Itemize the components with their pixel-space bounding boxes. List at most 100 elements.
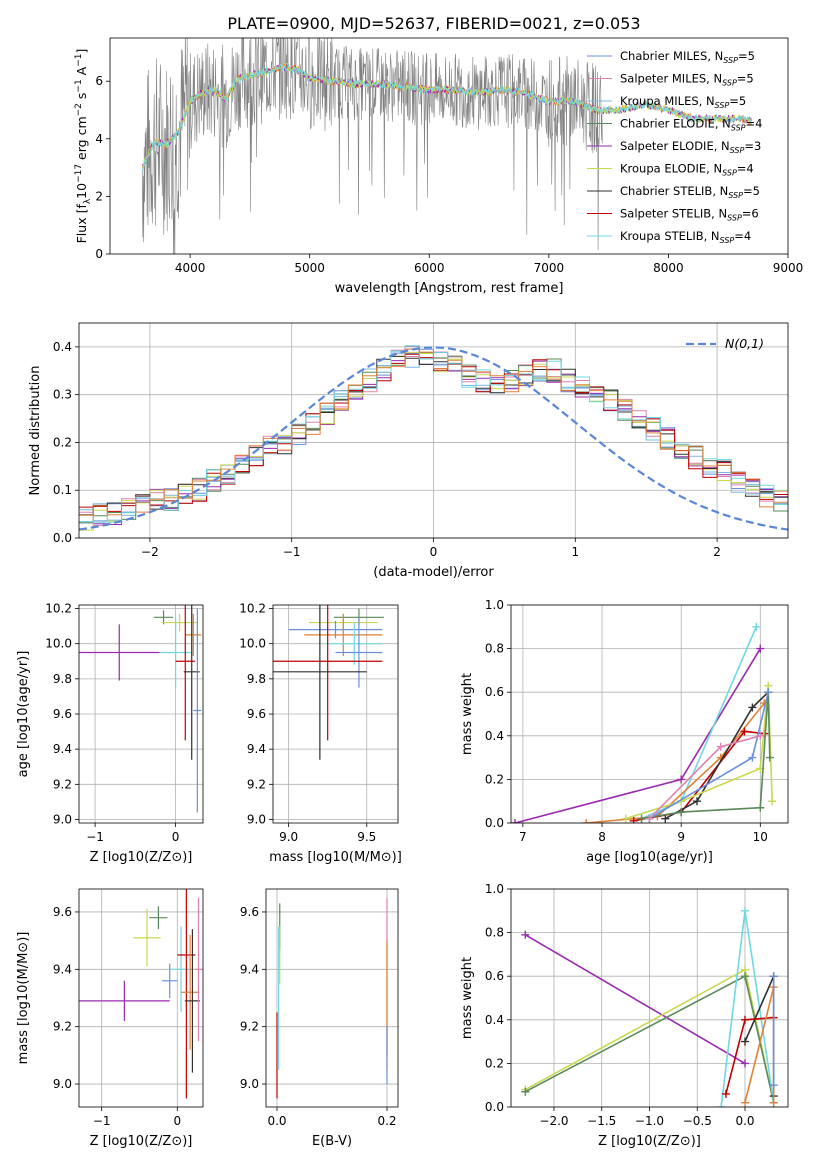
data-point — [288, 620, 383, 639]
y-tick-label: 0.0 — [485, 816, 504, 830]
legend-subscript: SSP — [715, 101, 730, 110]
y-tick-label: 4 — [95, 132, 103, 146]
plot-area — [521, 906, 778, 1107]
legend-label: Salpeter STELIB, NSSP=6 — [620, 207, 759, 223]
y-tick-label: 0.2 — [53, 435, 72, 449]
x-tick-label: 10 — [753, 830, 768, 844]
legend-label: Chabrier ELODIE, NSSP=4 — [620, 117, 762, 133]
axes-frame — [272, 604, 399, 824]
x-tick-label: −2 — [141, 545, 159, 559]
y-tick-label: 0.2 — [485, 772, 504, 786]
y-tick-label: 2 — [95, 189, 103, 203]
mass-weight-marker — [677, 808, 686, 817]
y-tick-label: 6 — [95, 74, 103, 88]
legend-subscript: SSP — [727, 214, 742, 223]
data-point — [169, 926, 193, 1013]
x-tick-label: 6000 — [414, 261, 445, 275]
x-tick-label: 0 — [173, 1114, 181, 1128]
mass-weight-marker — [764, 688, 773, 697]
legend-value: =4 — [734, 229, 751, 243]
y-tick-label: 9.6 — [247, 707, 266, 721]
y-tick-label: 9.8 — [247, 672, 266, 686]
normal-reference-curve — [79, 346, 788, 531]
mass-weight-marker — [661, 814, 670, 823]
y-label-part: −17 — [74, 164, 84, 183]
mass-weight-marker — [741, 1037, 750, 1046]
x-tick-label: 2 — [713, 545, 721, 559]
mass-weight-marker — [621, 814, 630, 823]
legend-text: Salpeter MILES, N — [620, 72, 722, 86]
plot-area — [273, 605, 384, 760]
y-tick-label: 0.0 — [53, 531, 72, 545]
panel-massweight-vs-age: 7 8 9 10 0.0 0.2 0.4 0.6 0.8 1.0 age [log10(age/yr… — [460, 598, 789, 865]
y-tick-label: 9.4 — [240, 962, 259, 976]
y-tick-label: 9.4 — [53, 742, 72, 756]
observed-spectrum-line — [142, 38, 603, 254]
mass-weight-marker — [677, 775, 686, 784]
axes-frame — [78, 604, 204, 824]
data-point — [326, 622, 383, 665]
panel-age-vs-Z: −1 0 9.0 9.2 9.4 9.6 9.8 10.0 10.2 Z [log10(Z/Z⊙)… — [16, 602, 204, 865]
y-axis-label: Flux [fλ10−17 erg cm−2 s−1 A−1] — [74, 49, 93, 244]
y-tick-label: 9.2 — [247, 777, 266, 791]
figure-title: PLATE=0900, MJD=52637, FIBERID=0021, z=0… — [227, 14, 640, 33]
y-tick-label: 0.4 — [485, 1013, 504, 1027]
x-tick-label: 0 — [430, 545, 438, 559]
mass-weight-marker — [637, 814, 646, 823]
y-tick-label: 9.8 — [53, 672, 72, 686]
panel-mass-vs-EBV: 0.0 0.2 9.0 9.2 9.4 9.6 E(B-V) — [240, 888, 399, 1149]
x-tick-label: 0.0 — [267, 1114, 286, 1128]
x-tick-label: 1 — [571, 545, 579, 559]
legend-label: N(0,1) — [725, 336, 764, 351]
panel-spectrum: 4000 5000 6000 7000 8000 9000 0 2 4 6 wavelength [… — [74, 37, 804, 296]
x-tick-label: −0.5 — [683, 1114, 712, 1128]
legend-text: Salpeter STELIB, N — [620, 207, 727, 221]
y-label-part: Flux [f — [74, 204, 89, 244]
y-tick-label: 9.6 — [53, 905, 72, 919]
x-tick-label: 9000 — [773, 261, 804, 275]
mass-weight-marker — [756, 644, 765, 653]
x-tick-label: 9 — [677, 830, 685, 844]
data-point — [335, 617, 383, 688]
legend-subscript: SSP — [722, 169, 737, 178]
mass-weight-series — [524, 934, 746, 1065]
mass-weight-marker — [629, 816, 638, 823]
x-tick-label: 9.0 — [279, 830, 298, 844]
y-tick-label: 9.0 — [240, 1077, 259, 1091]
panel-age-vs-mass: 9.0 9.5 9.0 9.2 9.4 9.6 9.8 10.0 10.2 mass [log10… — [239, 602, 402, 865]
x-axis-label: (data-model)/error — [373, 565, 494, 580]
y-tick-label: 0.6 — [485, 969, 504, 983]
legend-subscript: SSP — [728, 191, 743, 200]
y-tick-label: 0.2 — [485, 1056, 504, 1070]
x-tick-label: −1.5 — [587, 1114, 616, 1128]
legend-label: Kroupa STELIB, NSSP=4 — [620, 229, 751, 245]
legend-value: =4 — [737, 162, 754, 176]
data-point — [181, 934, 200, 1050]
y-tick-label: 0.4 — [485, 729, 504, 743]
legend-text: Chabrier STELIB, N — [620, 184, 728, 198]
y-tick-label: 9.2 — [53, 1020, 72, 1034]
legend-text: Kroupa STELIB, N — [620, 229, 720, 243]
plot-area — [79, 889, 203, 1099]
x-tick-label: 0.0 — [735, 1114, 754, 1128]
legend-subscript: SSP — [723, 56, 738, 65]
plot-area — [141, 38, 753, 254]
y-axis-label: mass [log10(M/M⊙)] — [16, 932, 31, 1065]
y-tick-label: 0.0 — [485, 1100, 504, 1114]
y-label-part: erg cm — [74, 116, 89, 164]
axes-frame — [510, 888, 789, 1108]
y-axis-label: age [log10(age/yr)] — [16, 651, 31, 778]
legend-subscript: SSP — [731, 124, 746, 133]
y-tick-label: 0 — [95, 247, 103, 261]
x-tick-label: 0 — [172, 830, 180, 844]
y-tick-label: 1.0 — [485, 598, 504, 612]
y-tick-label: 0.1 — [53, 483, 72, 497]
data-point — [193, 608, 202, 813]
data-point — [304, 613, 383, 656]
plot-area — [276, 897, 388, 1099]
axes-frame — [265, 888, 399, 1108]
mass-weight-series — [720, 910, 775, 1107]
mass-weight-marker — [741, 1015, 750, 1024]
y-tick-label: 9.0 — [53, 1077, 72, 1091]
mass-weight-marker — [765, 753, 774, 762]
